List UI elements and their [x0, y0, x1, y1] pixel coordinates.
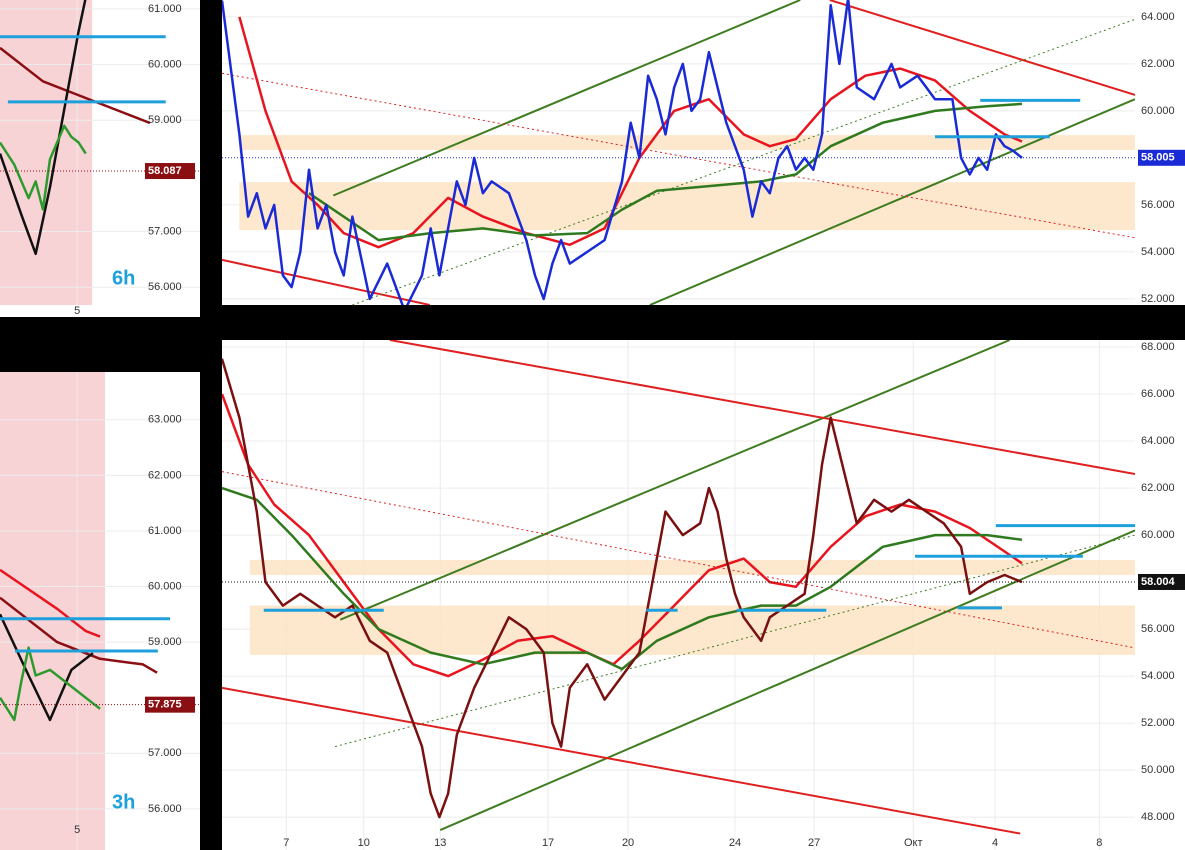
y-tick-label: 64.000	[1141, 435, 1175, 447]
shaded-range	[0, 0, 93, 305]
x-tick-label: 13	[434, 837, 446, 849]
timeframe-label: 3h	[112, 791, 135, 813]
trend-line	[389, 340, 1135, 475]
y-tick-label: 62.000	[1141, 58, 1175, 70]
y-tick-label: 56.000	[1141, 199, 1175, 211]
chart-panel: 64.000 62.000 60.000 56.000 54.000 52.000 58.0…	[222, 0, 1185, 305]
y-tick-label: 54.000	[1141, 246, 1175, 258]
y-tick-label: 60.000	[148, 58, 182, 70]
y-tick-label: 56.000	[1141, 623, 1175, 635]
x-tick-label: Окт	[904, 837, 923, 849]
y-tick-label: 66.000	[1141, 388, 1175, 400]
price-line	[222, 393, 1023, 678]
x-tick-label: 4	[992, 837, 998, 849]
price-line	[0, 613, 94, 722]
y-tick-label: 68.000	[1141, 341, 1175, 353]
y-tick-label: 60.000	[148, 580, 182, 592]
price-tag-background	[145, 163, 195, 180]
y-tick-label: 56.000	[148, 803, 182, 815]
price-line	[0, 646, 101, 722]
y-tick-label: 52.000	[1141, 717, 1175, 729]
x-tick-label: 24	[729, 837, 741, 849]
plot-area	[0, 372, 200, 850]
price-tag-background	[145, 696, 195, 713]
trend-line	[332, 0, 801, 197]
y-tick-label: 60.000	[1141, 105, 1175, 117]
price-line	[222, 0, 1023, 305]
x-tick-label: 8	[1096, 837, 1102, 849]
plot-area	[222, 0, 1135, 305]
y-tick-label: 61.000	[148, 3, 182, 15]
y-tick-label: 63.000	[148, 414, 182, 426]
price-line	[222, 486, 1023, 671]
price-tag: 58.005	[1141, 152, 1175, 164]
price-line	[0, 46, 151, 125]
price-line	[0, 596, 158, 674]
price-line	[0, 124, 87, 211]
price-zone	[239, 182, 1135, 231]
trend-line	[222, 258, 431, 305]
y-tick-label: 59.000	[148, 636, 182, 648]
plot-area	[0, 0, 200, 305]
chart-panel: 61.000 60.000 59.000 57.000 56.000 5 58.087 6h	[0, 0, 200, 317]
y-tick-label: 48.000	[1141, 811, 1175, 823]
y-tick-label: 57.000	[148, 225, 182, 237]
panel-background	[222, 0, 1185, 305]
price-tag: 58.004	[1141, 576, 1176, 588]
price-tag-background	[1138, 149, 1185, 166]
trend-line	[649, 98, 1135, 305]
x-tick-label: 7	[283, 837, 289, 849]
trend-line	[339, 340, 1011, 621]
x-tick-label: 10	[358, 837, 370, 849]
price-zone	[239, 135, 1135, 150]
price-line	[308, 102, 1023, 242]
y-tick-label: 50.000	[1141, 764, 1175, 776]
x-tick-label: 5	[74, 305, 80, 317]
y-tick-label: 52.000	[1141, 293, 1175, 305]
x-tick-label: 27	[808, 837, 820, 849]
y-tick-label: 62.000	[148, 469, 182, 481]
y-tick-label: 56.000	[148, 281, 182, 293]
y-tick-label: 61.000	[148, 525, 182, 537]
price-zone	[249, 559, 1135, 576]
price-tag: 58.087	[148, 165, 182, 177]
x-tick-label: 5	[74, 824, 80, 836]
trend-line	[352, 18, 1135, 305]
y-tick-label: 64.000	[1141, 11, 1175, 23]
x-tick-label: 20	[622, 837, 634, 849]
y-tick-label: 59.000	[148, 114, 182, 126]
timeframe-label: 6h	[112, 267, 135, 289]
x-tick-label: 17	[542, 837, 554, 849]
price-tag: 57.875	[148, 699, 182, 711]
y-tick-label: 54.000	[1141, 670, 1175, 682]
trend-line	[829, 0, 1135, 96]
price-tag-background	[1138, 573, 1185, 590]
plot-area	[222, 340, 1135, 850]
y-tick-label: 62.000	[1141, 482, 1175, 494]
chart-panel: 68.000 66.000 64.000 62.000 60.000 56.000 54.0…	[222, 340, 1185, 850]
panel-background	[222, 340, 1185, 850]
y-tick-label: 57.000	[148, 747, 182, 759]
trend-line	[222, 686, 1021, 835]
chart-panel: 63.000 62.000 61.000 60.000 59.000 57.000 56.0…	[0, 372, 200, 850]
y-tick-label: 60.000	[1141, 529, 1175, 541]
price-line	[0, 0, 87, 256]
price-line	[222, 358, 1023, 819]
